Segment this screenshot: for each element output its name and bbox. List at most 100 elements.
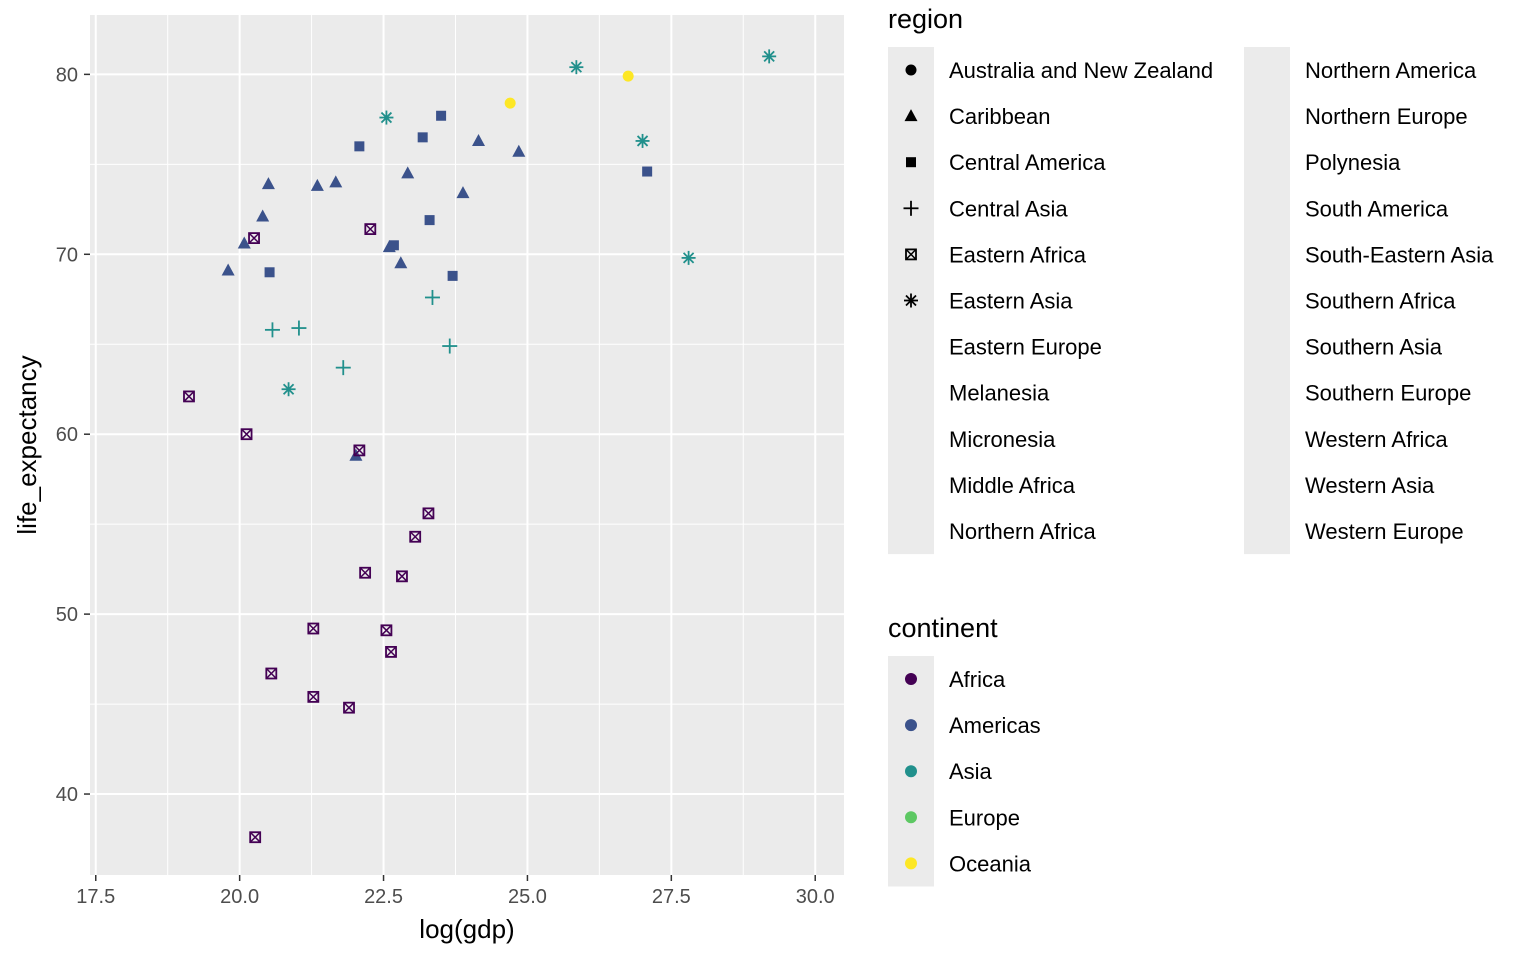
data-point [264, 267, 275, 278]
data-point [569, 60, 584, 75]
legend-key-triangle [904, 109, 918, 122]
data-point [424, 289, 440, 305]
region-legend-title: region [888, 4, 963, 34]
region-legend-label: Caribbean [949, 104, 1051, 129]
data-point [379, 110, 394, 125]
data-point [249, 831, 262, 844]
region-legend-label: Eastern Asia [949, 289, 1073, 314]
region-legend-label: Northern Africa [949, 519, 1096, 544]
data-point [504, 97, 516, 109]
data-point [264, 322, 280, 338]
region-legend: Australia and New Zealand Caribbean Centra… [888, 47, 1494, 555]
region-legend-label: Central Asia [949, 196, 1068, 221]
data-point [442, 338, 458, 354]
data-point [265, 667, 278, 680]
data-point [343, 701, 355, 714]
data-point [256, 209, 270, 222]
data-point [642, 166, 653, 177]
data-point [424, 215, 435, 226]
plot-panel [90, 15, 844, 875]
data-point [310, 178, 324, 191]
y-axis-title: life_expectancy [12, 355, 42, 534]
region-legend-label: Central America [949, 150, 1106, 175]
data-point [681, 250, 696, 265]
data-point [635, 133, 650, 148]
region-legend-label: Southern Europe [1305, 381, 1471, 406]
legend-key-background [1244, 47, 1290, 555]
data-point [512, 144, 526, 157]
y-tick-label: 70 [56, 244, 78, 266]
data-point [409, 530, 422, 543]
data-point [762, 49, 777, 64]
data-point [456, 186, 470, 199]
data-point [329, 175, 343, 188]
continent-legend: Africa Americas Asia Europe Oceania [888, 656, 1041, 887]
data-point [248, 232, 260, 244]
data-point [359, 566, 372, 579]
region-legend-label: Southern Africa [1305, 289, 1456, 314]
continent-legend-label: Asia [949, 759, 993, 784]
continent-legend-label: Oceania [949, 851, 1032, 876]
y-tick-label: 40 [56, 784, 78, 806]
data-point [221, 263, 235, 276]
data-point [364, 223, 377, 236]
data-point [291, 320, 307, 336]
x-tick-label: 20.0 [220, 886, 259, 908]
continent-color-key [905, 719, 917, 732]
y-tick-label: 80 [56, 64, 78, 86]
data-point [394, 256, 408, 269]
data-point [385, 646, 397, 658]
region-legend-label: Middle Africa [949, 473, 1076, 498]
data-point [237, 236, 251, 249]
continent-color-key [905, 765, 917, 778]
continent-color-key [905, 811, 917, 824]
x-axis-title: log(gdp) [419, 914, 514, 944]
region-legend-label: Melanesia [949, 381, 1050, 406]
y-axis: 40 50 60 70 80 [56, 64, 90, 806]
data-point [307, 622, 320, 635]
region-legend-label: Northern Europe [1305, 104, 1468, 129]
y-tick-label: 60 [56, 424, 78, 446]
region-legend-label: Western Asia [1305, 473, 1435, 498]
legend-key-square [906, 157, 916, 168]
legend-key-plus [903, 200, 919, 216]
data-points [183, 49, 777, 844]
data-point [335, 360, 351, 376]
legend-key-asterisk [904, 293, 918, 308]
continent-color-key [905, 857, 917, 870]
x-tick-label: 22.5 [364, 886, 403, 908]
region-legend-label: Eastern Europe [949, 335, 1102, 360]
region-legend-label: Southern Asia [1305, 335, 1443, 360]
data-point [240, 428, 253, 441]
continent-legend-label: Africa [949, 667, 1006, 692]
y-tick-label: 50 [56, 604, 78, 626]
x-tick-label: 30.0 [796, 886, 835, 908]
region-legend-label: South-Eastern Asia [1305, 242, 1494, 267]
x-tick-label: 27.5 [652, 886, 691, 908]
data-point [447, 270, 458, 281]
continent-legend-label: Americas [949, 713, 1041, 738]
legend-key-square-cross [905, 248, 917, 261]
minor-gridlines [90, 15, 844, 875]
data-point [353, 444, 366, 457]
region-legend-label: Australia and New Zealand [949, 58, 1213, 83]
data-point [622, 70, 634, 82]
data-point [422, 507, 435, 520]
region-legend-label: Polynesia [1305, 150, 1401, 175]
data-point [417, 132, 428, 143]
data-point [281, 382, 296, 397]
region-legend-label: Northern America [1305, 58, 1477, 83]
region-legend-label: Western Africa [1305, 427, 1448, 452]
data-point [401, 166, 415, 179]
legend-key-circle [905, 64, 917, 76]
data-point [472, 133, 486, 146]
region-legend-label: Micronesia [949, 427, 1056, 452]
region-legend-label: South America [1305, 196, 1449, 221]
region-legend-label: Eastern Africa [949, 242, 1087, 267]
data-point [388, 240, 399, 251]
data-point [380, 624, 393, 637]
x-tick-label: 17.5 [76, 886, 115, 908]
data-point [436, 110, 447, 121]
continent-legend-label: Europe [949, 805, 1020, 830]
